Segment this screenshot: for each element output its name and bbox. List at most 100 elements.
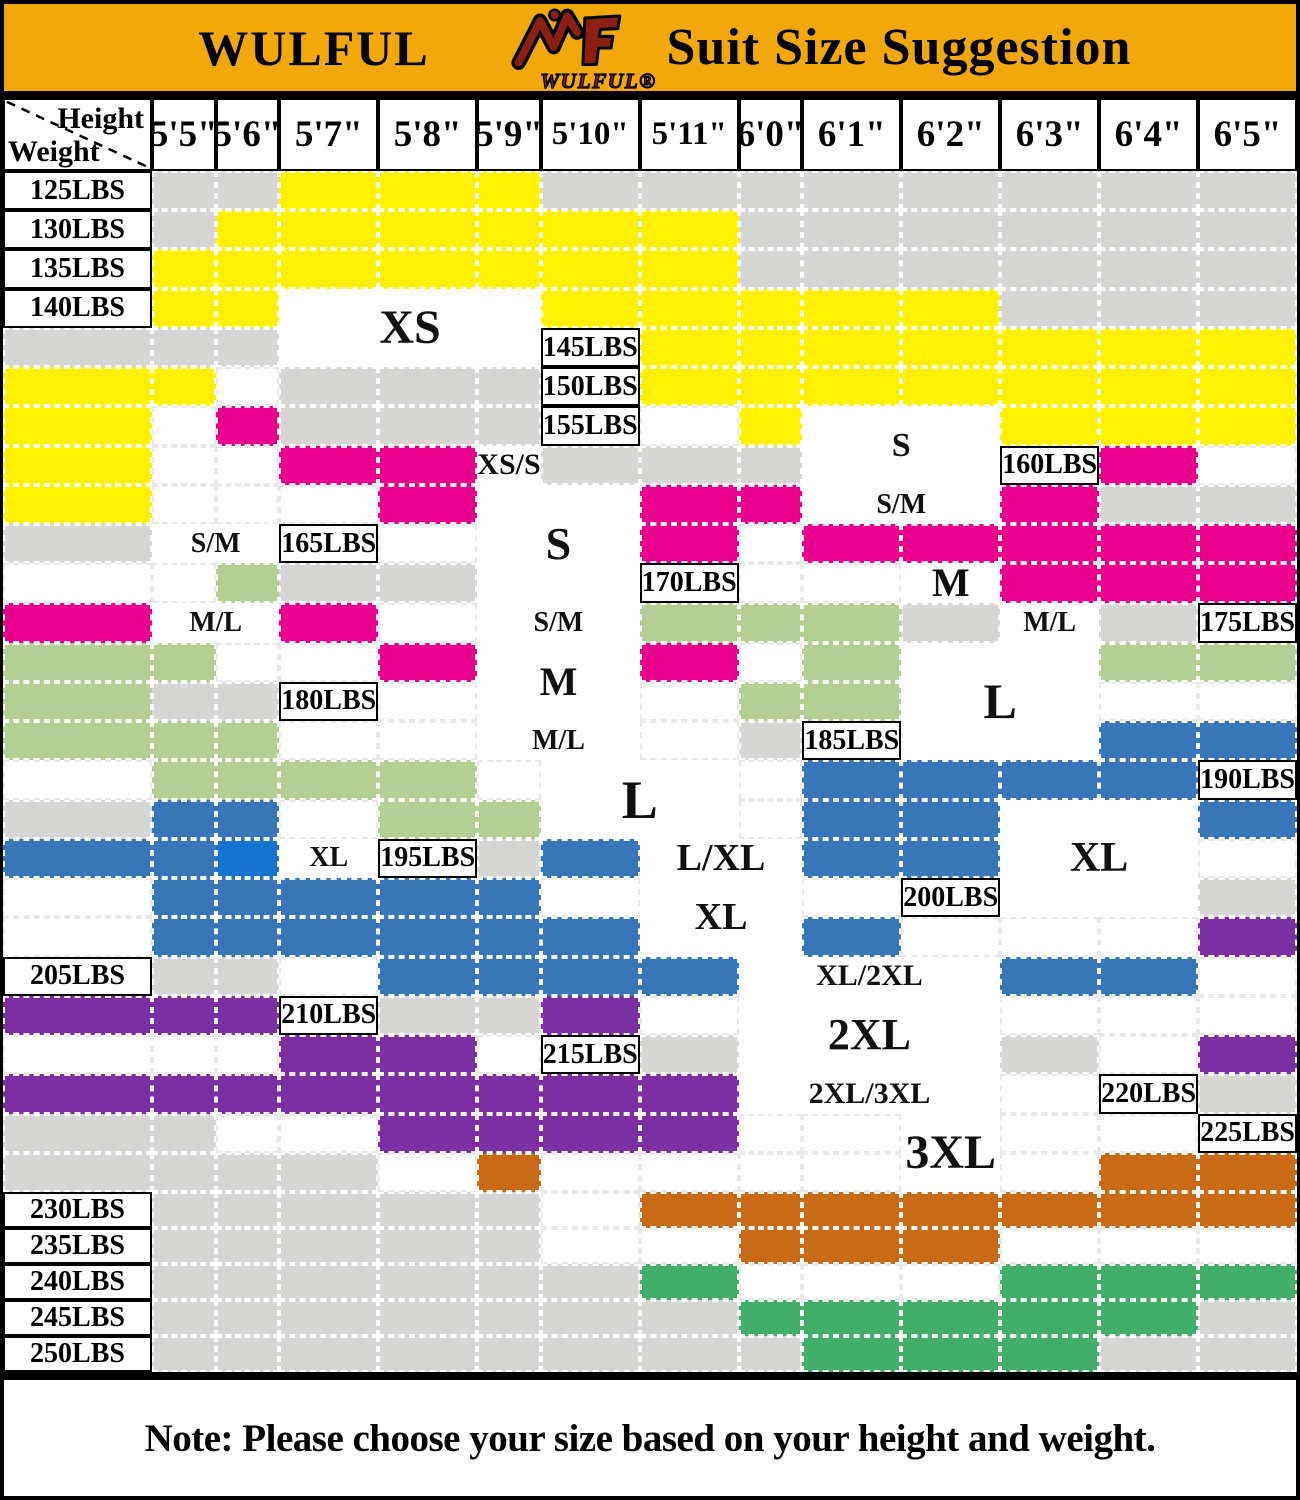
- size-cell: [477, 1035, 541, 1075]
- size-cell: [1198, 917, 1297, 957]
- size-region-label: 2XL: [827, 1010, 911, 1060]
- note-text: Note: Please choose your size based on y…: [144, 1416, 1156, 1460]
- size-cell: [738, 1336, 803, 1372]
- size-cell: [279, 603, 379, 643]
- size-cell: [378, 1113, 478, 1153]
- size-cell: [540, 917, 640, 957]
- note-bar: Note: Please choose your size based on y…: [0, 1375, 1300, 1500]
- size-cell: [639, 249, 739, 289]
- size-cell: [1198, 799, 1297, 839]
- size-cell: [279, 1152, 379, 1192]
- size-cell: [378, 171, 478, 211]
- size-cell: [1099, 1264, 1199, 1300]
- size-cell: [1198, 484, 1297, 525]
- size-cell: [540, 249, 640, 289]
- size-cell: [3, 721, 152, 761]
- size-cell: [378, 603, 478, 643]
- size-region-label: XL: [694, 896, 748, 939]
- weight-row-label: 190LBS: [1198, 760, 1297, 800]
- size-cell: [1198, 171, 1297, 211]
- size-region-label: XS: [379, 300, 441, 354]
- size-cell: [802, 1113, 902, 1153]
- size-cell: [279, 1192, 379, 1228]
- size-cell: [802, 1192, 902, 1228]
- corner-height-label: Height: [57, 102, 144, 135]
- size-cell: [152, 1035, 216, 1075]
- size-cell: [901, 210, 1001, 250]
- corner-cell: Height Weight: [3, 98, 152, 171]
- weight-row-label: 155LBS: [540, 406, 640, 446]
- size-cell: [3, 1113, 152, 1153]
- size-cell: [1198, 681, 1297, 722]
- size-cell: [1198, 327, 1297, 368]
- size-cell: [1000, 484, 1100, 525]
- size-region-label: S: [891, 426, 911, 464]
- size-cell: [1000, 917, 1100, 957]
- size-cell: [215, 484, 280, 525]
- height-header-cell: 6'0": [738, 98, 803, 171]
- size-cell: [3, 1074, 152, 1114]
- size-cell: [378, 995, 478, 1036]
- height-header-cell: 6'2": [901, 98, 1001, 171]
- size-cell: [215, 1336, 280, 1372]
- size-cell: [901, 288, 1001, 328]
- size-cell: [279, 1035, 379, 1075]
- size-cell: [3, 327, 152, 368]
- size-region-label: M: [539, 658, 578, 704]
- logo-wordmark: WULFUL®: [540, 69, 656, 93]
- size-region-label: S/M: [876, 488, 927, 520]
- size-cell: [378, 1035, 478, 1075]
- size-cell: [540, 1228, 640, 1264]
- size-cell: [215, 760, 280, 800]
- height-header-cell: 6'4": [1099, 98, 1199, 171]
- size-cell: [1198, 406, 1297, 446]
- size-cell: [152, 799, 216, 839]
- size-cell: [215, 1300, 280, 1336]
- size-cell: [1000, 327, 1100, 368]
- size-cell: [540, 1264, 640, 1300]
- size-cell: [279, 1336, 379, 1372]
- size-cell: [1198, 1192, 1297, 1228]
- size-cell: [540, 1192, 640, 1228]
- size-cell: [540, 1300, 640, 1336]
- size-cell: [802, 524, 902, 564]
- size-cell: [1198, 1152, 1297, 1192]
- size-cell: [639, 524, 739, 564]
- weight-row-label: 210LBS: [279, 995, 379, 1036]
- size-cell: [378, 406, 478, 446]
- size-cell: [802, 642, 902, 682]
- size-cell: [378, 799, 478, 839]
- size-cell: [215, 642, 280, 682]
- size-cell: [215, 1152, 280, 1192]
- size-cell: [3, 642, 152, 682]
- height-header-cell: 5'7": [279, 98, 379, 171]
- size-region-label: S/M: [190, 527, 241, 559]
- size-cell: [3, 1152, 152, 1192]
- size-cell: [540, 1074, 640, 1114]
- size-cell: [152, 917, 216, 957]
- size-cell: [477, 1336, 541, 1372]
- weight-row-label: 165LBS: [279, 524, 379, 564]
- size-cell: [802, 288, 902, 328]
- size-cell: [1099, 445, 1199, 485]
- weight-row-label: 220LBS: [1099, 1074, 1199, 1114]
- size-cell: [378, 524, 478, 564]
- size-cell: [802, 799, 902, 839]
- size-cell: [3, 563, 152, 604]
- size-cell: [1099, 1228, 1199, 1264]
- size-cell: [540, 956, 640, 996]
- weight-row-label: 205LBS: [3, 956, 152, 996]
- size-cell: [901, 171, 1001, 211]
- size-cell: [1099, 1113, 1199, 1153]
- weight-row-label: 240LBS: [3, 1264, 152, 1300]
- size-cell: [802, 760, 902, 800]
- size-cell: [901, 327, 1001, 368]
- size-cell: [639, 681, 739, 722]
- size-cell: [279, 210, 379, 250]
- weight-row-label: 170LBS: [639, 563, 739, 604]
- size-cell: [738, 210, 803, 250]
- size-cell: [378, 367, 478, 407]
- size-cell: [901, 1300, 1001, 1336]
- size-cell: [152, 367, 216, 407]
- size-cell: [215, 1264, 280, 1300]
